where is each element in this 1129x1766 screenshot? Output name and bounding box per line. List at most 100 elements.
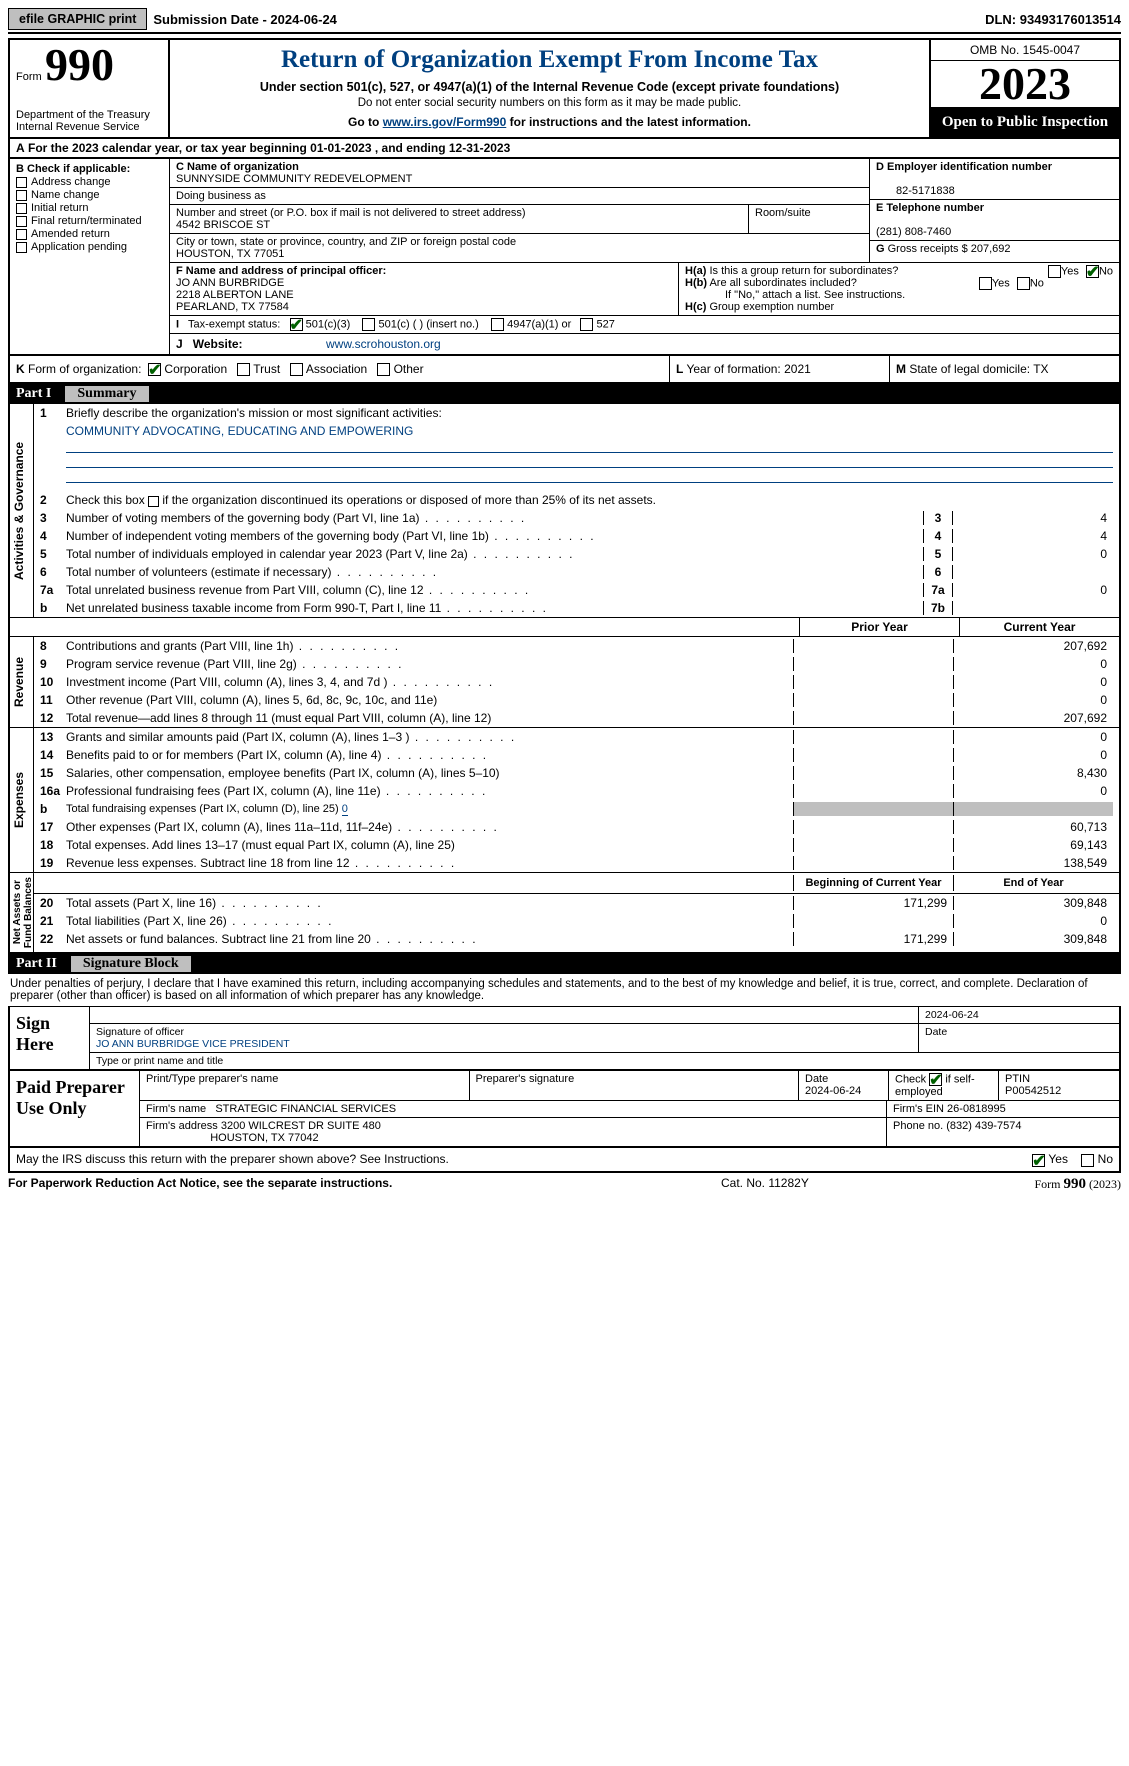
chk-name-change[interactable] [16, 190, 27, 201]
gross-receipts: 207,692 [971, 243, 1011, 255]
irs-link[interactable]: www.irs.gov/Form990 [383, 115, 507, 129]
phone-value: (281) 808-7460 [876, 226, 951, 238]
chk-application-pending[interactable] [16, 242, 27, 253]
addr-value: 4542 BRISCOE ST [176, 219, 270, 231]
officer-name: JO ANN BURBRIDGE [176, 277, 284, 289]
tab-expenses: Expenses [10, 728, 34, 872]
chk-trust[interactable] [237, 363, 250, 376]
chk-final-return[interactable] [16, 216, 27, 227]
col-beginning: Beginning of Current Year [793, 875, 953, 891]
chk-address-change[interactable] [16, 177, 27, 188]
addr-label: Number and street (or P.O. box if mail i… [176, 207, 526, 219]
e-phone-label: E Telephone number [876, 202, 984, 214]
f-label: F Name and address of principal officer: [176, 265, 386, 277]
line11-curr: 0 [953, 693, 1113, 707]
hb-no[interactable] [1017, 277, 1030, 290]
line17-curr: 60,713 [953, 820, 1113, 834]
ha-no[interactable]: ✔ [1086, 265, 1099, 278]
line16a-curr: 0 [953, 784, 1113, 798]
line20-beg: 171,299 [793, 896, 953, 910]
form-subtitle-1: Under section 501(c), 527, or 4947(a)(1)… [176, 80, 923, 94]
col-current-year: Current Year [959, 618, 1119, 636]
chk-527[interactable] [580, 318, 593, 331]
chk-initial-return[interactable] [16, 203, 27, 214]
part1-header: Part I Summary [8, 384, 1121, 404]
block-b-through-h: B Check if applicable: Address change Na… [8, 159, 1121, 356]
line7b-value [953, 601, 1113, 615]
officer-addr1: 2218 ALBERTON LANE [176, 289, 294, 301]
line4-value: 4 [953, 529, 1113, 543]
line18-curr: 69,143 [953, 838, 1113, 852]
line21-end: 0 [953, 914, 1113, 928]
line14-curr: 0 [953, 748, 1113, 762]
ha-yes[interactable] [1048, 265, 1061, 278]
chk-assoc[interactable] [290, 363, 303, 376]
tab-revenue: Revenue [10, 637, 34, 727]
dba-label: Doing business as [176, 190, 266, 202]
tab-net-assets: Net Assets or Fund Balances [10, 873, 34, 952]
line15-curr: 8,430 [953, 766, 1113, 780]
website-value[interactable]: www.scrohouston.org [326, 337, 1113, 351]
mission-text: COMMUNITY ADVOCATING, EDUCATING AND EMPO… [66, 424, 413, 438]
chk-501c3[interactable]: ✔ [290, 318, 303, 331]
line13-curr: 0 [953, 730, 1113, 744]
line22-beg: 171,299 [793, 932, 953, 946]
paid-preparer-block: Paid Preparer Use Only Print/Type prepar… [8, 1071, 1121, 1148]
efile-print-button[interactable]: efile GRAPHIC print [8, 8, 147, 30]
form-word: Form [16, 71, 42, 83]
line8-curr: 207,692 [953, 639, 1113, 653]
line12-curr: 207,692 [953, 711, 1113, 725]
may-no[interactable] [1081, 1154, 1094, 1167]
room-label: Room/suite [755, 207, 811, 219]
firm-addr1: 3200 WILCREST DR SUITE 480 [221, 1120, 381, 1132]
g-label: G [876, 243, 885, 255]
may-yes[interactable]: ✔ [1032, 1154, 1045, 1167]
chk-discontinued[interactable] [148, 496, 159, 507]
dept-treasury: Department of the Treasury Internal Reve… [16, 109, 162, 133]
firm-addr2: HOUSTON, TX 77042 [210, 1132, 318, 1144]
city-label: City or town, state or province, country… [176, 236, 516, 248]
c-name-label: C Name of organization [176, 161, 299, 173]
line21-beg [793, 914, 953, 928]
form-subtitle-3: Go to www.irs.gov/Form990 for instructio… [176, 115, 923, 129]
col-end: End of Year [953, 875, 1113, 891]
officer-addr2: PEARLAND, TX 77584 [176, 301, 289, 313]
chk-4947[interactable] [491, 318, 504, 331]
b-header: B Check if applicable: [16, 163, 163, 175]
year-formation: 2021 [784, 362, 811, 376]
summary-block: Activities & Governance 1 Briefly descri… [8, 404, 1121, 954]
form-subtitle-2: Do not enter social security numbers on … [176, 97, 923, 109]
prep-date: 2024-06-24 [805, 1085, 861, 1097]
page-footer: For Paperwork Reduction Act Notice, see … [8, 1173, 1121, 1193]
ptin: P00542512 [1005, 1085, 1061, 1097]
firm-ein: 26-0818995 [947, 1103, 1006, 1115]
tax-year: 2023 [931, 61, 1119, 108]
line7a-value: 0 [953, 583, 1113, 597]
chk-501c[interactable] [362, 318, 375, 331]
part2-header: Part II Signature Block [8, 954, 1121, 974]
ein-value: 82-5171838 [876, 185, 955, 197]
cat-no: Cat. No. 11282Y [721, 1176, 921, 1193]
line10-curr: 0 [953, 675, 1113, 689]
dln-label: DLN: 93493176013514 [985, 12, 1121, 27]
line9-curr: 0 [953, 657, 1113, 671]
line3-value: 4 [953, 511, 1113, 525]
line6-value [953, 565, 1113, 579]
submission-date-label: Submission Date - 2024-06-24 [153, 12, 985, 27]
may-discuss-row: May the IRS discuss this return with the… [8, 1148, 1121, 1172]
hb-yes[interactable] [979, 277, 992, 290]
row-a-tax-year: A For the 2023 calendar year, or tax yea… [8, 139, 1121, 159]
org-name: SUNNYSIDE COMMUNITY REDEVELOPMENT [176, 173, 412, 185]
firm-phone: (832) 439-7574 [946, 1120, 1021, 1132]
line16b-value: 0 [342, 803, 348, 816]
form-title: Return of Organization Exempt From Incom… [176, 46, 923, 74]
firm-name: STRATEGIC FINANCIAL SERVICES [215, 1103, 396, 1115]
chk-other[interactable] [377, 363, 390, 376]
chk-amended-return[interactable] [16, 229, 27, 240]
chk-corp[interactable]: ✔ [148, 363, 161, 376]
form-header: Form 990 Department of the Treasury Inte… [8, 38, 1121, 139]
chk-self-employed[interactable]: ✔ [929, 1073, 942, 1086]
state-domicile: TX [1033, 362, 1048, 376]
form-number: 990 [45, 39, 114, 90]
d-ein-label: D Employer identification number [876, 161, 1052, 173]
